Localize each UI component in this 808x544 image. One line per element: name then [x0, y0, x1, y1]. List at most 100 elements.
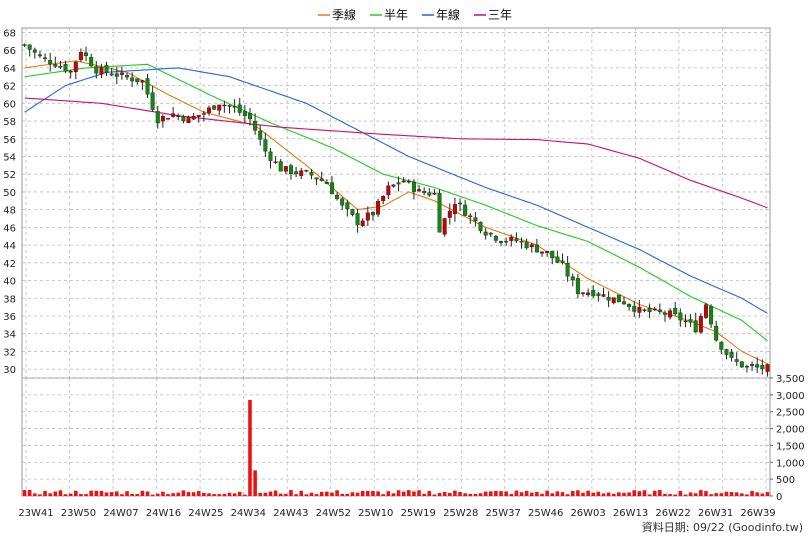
candle-body	[611, 297, 616, 304]
legend-entry: 半年	[384, 8, 408, 22]
candle-body	[504, 240, 509, 243]
volume-bar	[468, 493, 473, 496]
candle-body	[499, 241, 504, 244]
volume-bar	[494, 491, 498, 496]
volume-bar	[699, 490, 703, 496]
volume-bar	[422, 493, 426, 496]
volume-bar	[289, 490, 293, 496]
volume-bar	[217, 494, 222, 496]
x-tick-label: 24W52	[316, 508, 351, 519]
volume-bar	[601, 493, 606, 496]
volume-bar	[232, 493, 237, 496]
candle-body	[616, 294, 621, 303]
candle-body	[724, 349, 729, 355]
volume-bar	[750, 491, 754, 496]
volume-bar	[314, 494, 319, 496]
volume-bar	[478, 493, 483, 496]
candle-body	[488, 232, 493, 235]
volume-bar	[58, 490, 63, 496]
volume-bar	[734, 492, 739, 496]
volume-bar	[376, 491, 380, 496]
volume-bar	[89, 490, 93, 496]
candle-body	[714, 325, 719, 341]
volume-bar	[273, 490, 278, 496]
candle-body	[365, 212, 370, 221]
candle-body	[422, 191, 427, 194]
legend-entry: 季線	[332, 7, 356, 22]
x-tick-label: 26W13	[613, 508, 648, 519]
candle-body	[350, 209, 355, 215]
volume-tick-label: 1,000	[776, 458, 805, 469]
candle-body	[744, 365, 749, 368]
candle-body	[524, 241, 529, 249]
volume-bar	[360, 490, 365, 496]
volume-bar	[212, 494, 216, 496]
candle-body	[432, 192, 437, 195]
candle-body	[401, 180, 406, 183]
price-frame	[21, 27, 771, 379]
volume-bar	[94, 490, 99, 496]
volume-bar	[729, 492, 734, 496]
candle-body	[73, 61, 78, 73]
volume-bar	[565, 494, 570, 496]
volume-bar	[693, 493, 698, 496]
volume-bar	[606, 492, 611, 496]
volume-bar	[448, 493, 452, 496]
candle-body	[683, 320, 688, 323]
candle-body	[268, 151, 273, 161]
candle-body	[99, 66, 104, 75]
candle-body	[473, 217, 478, 222]
candle-body	[176, 115, 181, 117]
candle-body	[534, 244, 539, 253]
price-tick-label: 30	[3, 365, 16, 376]
volume-tick-label: 2,000	[776, 425, 805, 436]
price-tick-label: 62	[3, 82, 16, 93]
volume-bar	[186, 492, 191, 496]
volume-bar	[709, 494, 713, 496]
candle-body	[53, 64, 58, 67]
price-tick-label: 34	[3, 330, 16, 341]
volume-bar	[560, 492, 565, 496]
candle-body	[596, 293, 601, 297]
volume-bar	[268, 491, 273, 496]
volume-bar	[453, 490, 457, 496]
candle-body	[478, 222, 483, 231]
candle-body	[463, 204, 468, 216]
candle-body	[560, 260, 565, 263]
candle-body	[570, 276, 575, 281]
volume-bar	[99, 490, 104, 496]
volume-bar	[514, 490, 519, 496]
price-tick-label: 52	[3, 170, 16, 181]
price-tick-label: 38	[3, 294, 16, 305]
candle-body	[166, 118, 171, 120]
candle-body	[703, 304, 708, 318]
candle-body	[417, 189, 422, 192]
data-date-footer: 資料日期: 09/22 (Goodinfo.tw)	[642, 520, 803, 534]
volume-bar	[668, 494, 672, 496]
volume-bar	[104, 492, 109, 496]
volume-bar	[442, 491, 447, 496]
volume-bar	[550, 493, 555, 496]
volume-tick-label: 0	[776, 492, 782, 503]
candle-body	[370, 212, 375, 216]
candle-body	[145, 78, 150, 95]
candle-body	[109, 73, 114, 76]
candle-body	[104, 65, 109, 73]
candle-body	[217, 104, 222, 111]
candle-body	[48, 60, 53, 65]
volume-bar	[294, 494, 298, 496]
volume-bar	[38, 494, 42, 496]
volume-bar	[591, 492, 596, 496]
volume-bar	[53, 491, 58, 496]
candle-body	[304, 170, 309, 172]
x-tick-label: 25W10	[358, 508, 393, 519]
volume-bar	[150, 494, 155, 496]
candle-body	[750, 364, 755, 367]
volume-bar	[304, 494, 309, 496]
ma-line	[24, 67, 768, 314]
candle-body	[309, 172, 314, 176]
candle-body	[114, 73, 119, 77]
volume-bar	[202, 492, 206, 496]
